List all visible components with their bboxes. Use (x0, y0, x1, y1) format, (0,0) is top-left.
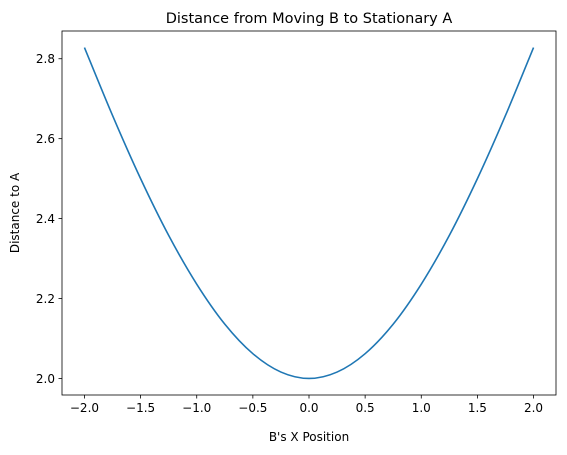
plot-area: −2.0 −1.5 −1.0 −0.5 0.0 0.5 1.0 1.5 2.0 2.02.22.… (36, 30, 557, 415)
y-axis-ticks: 2.0 2.2 2.4 2.6 2.8 (36, 52, 62, 386)
y-tick-label: 2.8 (36, 52, 55, 66)
x-tick-label: −1.5 (126, 401, 155, 415)
x-tick-label: −1.0 (182, 401, 211, 415)
x-tick-label: 0.5 (356, 401, 375, 415)
series-layer (83, 47, 535, 380)
y-axis-label: Distance to A (8, 172, 22, 253)
x-tick-label: 1.5 (468, 401, 487, 415)
x-tick-label: −2.0 (70, 401, 99, 415)
x-tick-label: 2.0 (524, 401, 543, 415)
y-tick-label: 2.2 (36, 292, 55, 306)
y-tick-label: 2.4 (36, 212, 55, 226)
y-tick-label: 2.0 (36, 372, 55, 386)
y-tick-label: 2.6 (36, 132, 55, 146)
x-axis-label: B's X Position (269, 430, 349, 444)
chart-title: Distance from Moving B to Stationary A (166, 11, 453, 27)
x-tick-label: −0.5 (238, 401, 267, 415)
x-axis-ticks: −2.0 −1.5 −1.0 −0.5 0.0 0.5 1.0 1.5 2.0 (70, 395, 543, 415)
x-tick-label: 0.0 (299, 401, 318, 415)
series-line (83, 47, 535, 380)
x-tick-label: 1.0 (412, 401, 431, 415)
